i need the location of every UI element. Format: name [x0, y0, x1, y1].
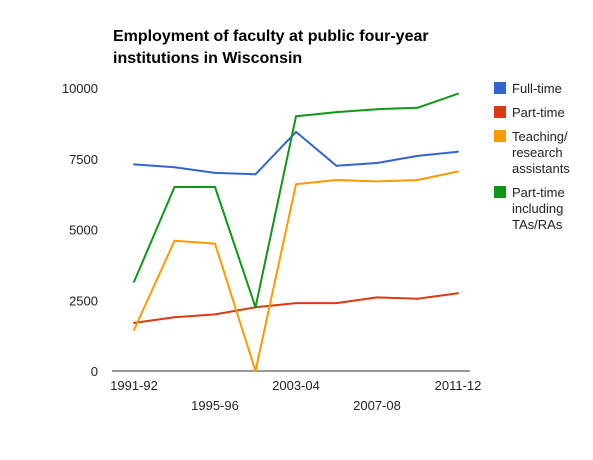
- data-point: [376, 161, 378, 164]
- legend-label: Teaching/: [512, 129, 568, 144]
- legend-label: research: [512, 145, 563, 160]
- data-point: [457, 170, 459, 173]
- data-point: [335, 178, 338, 181]
- series-line-4: [133, 92, 459, 309]
- chart-title-line-2: institutions in Wisconsin: [113, 50, 303, 67]
- legend-label: TAs/RAs: [512, 217, 563, 232]
- data-point: [295, 115, 297, 118]
- data-point: [457, 292, 459, 295]
- chart-legend: Full-time Part-time Teaching/researchassis…: [494, 81, 570, 232]
- data-point: [335, 164, 338, 167]
- series-line-3: [133, 170, 459, 372]
- y-tick-label: 7500: [69, 152, 98, 167]
- y-tick-label: 0: [91, 364, 98, 379]
- legend-swatch: [494, 186, 506, 198]
- data-point: [295, 130, 297, 133]
- data-point: [376, 108, 378, 111]
- y-tick-label: 10000: [62, 81, 98, 96]
- data-point: [457, 92, 459, 95]
- data-point: [416, 154, 419, 157]
- legend-swatch: [494, 130, 506, 142]
- data-point: [173, 186, 176, 189]
- chart-axes: 0 2500 5000 7500 10000 1991-92 2003-04 2011-12 1…: [62, 81, 482, 413]
- x-tick-label: 1995-96: [191, 398, 239, 413]
- data-point: [214, 171, 216, 174]
- data-point: [335, 302, 338, 305]
- data-point: [214, 242, 216, 245]
- data-point: [376, 180, 378, 183]
- data-point: [457, 150, 459, 153]
- data-point: [173, 316, 176, 319]
- data-point: [295, 302, 297, 305]
- legend-label: assistants: [512, 161, 570, 176]
- data-point: [173, 239, 176, 242]
- chart-title-line-1: Employment of faculty at public four-yea…: [113, 28, 429, 45]
- legend-label: Part-time: [512, 105, 565, 120]
- legend-label: Full-time: [512, 81, 562, 96]
- data-point: [335, 111, 338, 114]
- data-point: [133, 328, 135, 331]
- data-point: [295, 183, 297, 186]
- data-point: [416, 297, 419, 300]
- series-line-2: [133, 292, 459, 324]
- data-point: [254, 306, 257, 309]
- data-point: [214, 186, 216, 189]
- series-line-1: [133, 130, 459, 176]
- data-point: [133, 280, 135, 283]
- data-point: [416, 178, 419, 181]
- chart-series: [133, 92, 459, 372]
- legend-label: Part-time: [512, 185, 565, 200]
- data-point: [376, 296, 378, 299]
- y-tick-label: 2500: [69, 293, 98, 308]
- x-tick-label: 2007-08: [353, 398, 401, 413]
- x-tick-label: 2011-12: [435, 378, 482, 393]
- data-point: [133, 321, 135, 324]
- data-point: [214, 313, 216, 316]
- data-point: [416, 106, 419, 109]
- data-point: [133, 163, 135, 166]
- x-tick-label: 1991-92: [110, 378, 158, 393]
- data-point: [254, 370, 257, 372]
- legend-label: including: [512, 201, 563, 216]
- data-point: [173, 166, 176, 169]
- legend-swatch: [494, 106, 506, 118]
- legend-swatch: [494, 82, 506, 94]
- data-point: [254, 173, 257, 176]
- y-tick-label: 5000: [69, 223, 98, 238]
- x-tick-label: 2003-04: [272, 378, 320, 393]
